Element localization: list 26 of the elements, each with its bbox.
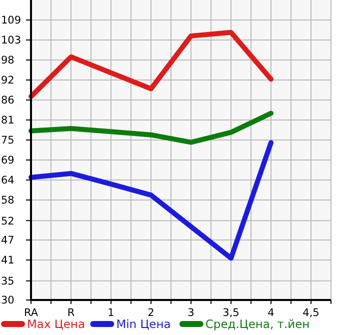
- legend-label: Min Цена: [116, 317, 171, 331]
- y-tick-label: 52: [1, 215, 14, 228]
- y-tick-label: 86: [1, 94, 15, 107]
- legend-label: Max Цена: [27, 317, 85, 331]
- x-tick-label: 3: [188, 307, 194, 319]
- y-tick-label: 103: [1, 34, 22, 47]
- x-tick-label: 3,5: [222, 307, 240, 319]
- y-tick-label: 109: [1, 14, 22, 27]
- x-tick-label: 4: [268, 307, 275, 319]
- x-tick-label: RA: [24, 307, 39, 319]
- x-tick-label: 2: [148, 307, 154, 319]
- x-tick-label: 1: [108, 307, 114, 319]
- y-tick-label: 47: [1, 234, 14, 247]
- y-tick-label: 92: [1, 74, 14, 87]
- y-tick-label: 69: [1, 154, 14, 167]
- y-tick-label: 64: [1, 174, 15, 187]
- y-tick-label: 81: [1, 114, 14, 127]
- x-tick-label: R: [67, 307, 75, 319]
- y-tick-label: 41: [1, 254, 14, 267]
- y-tick-label: 58: [1, 194, 14, 207]
- y-tick-label: 98: [1, 54, 14, 67]
- y-tick-label: 75: [1, 134, 14, 147]
- y-tick-label: 35: [1, 276, 14, 288]
- legend-label: Сред.Цена, т.йен: [205, 317, 310, 331]
- x-tick-label: 4,5: [302, 307, 320, 319]
- y-tick-label: 30: [1, 294, 14, 307]
